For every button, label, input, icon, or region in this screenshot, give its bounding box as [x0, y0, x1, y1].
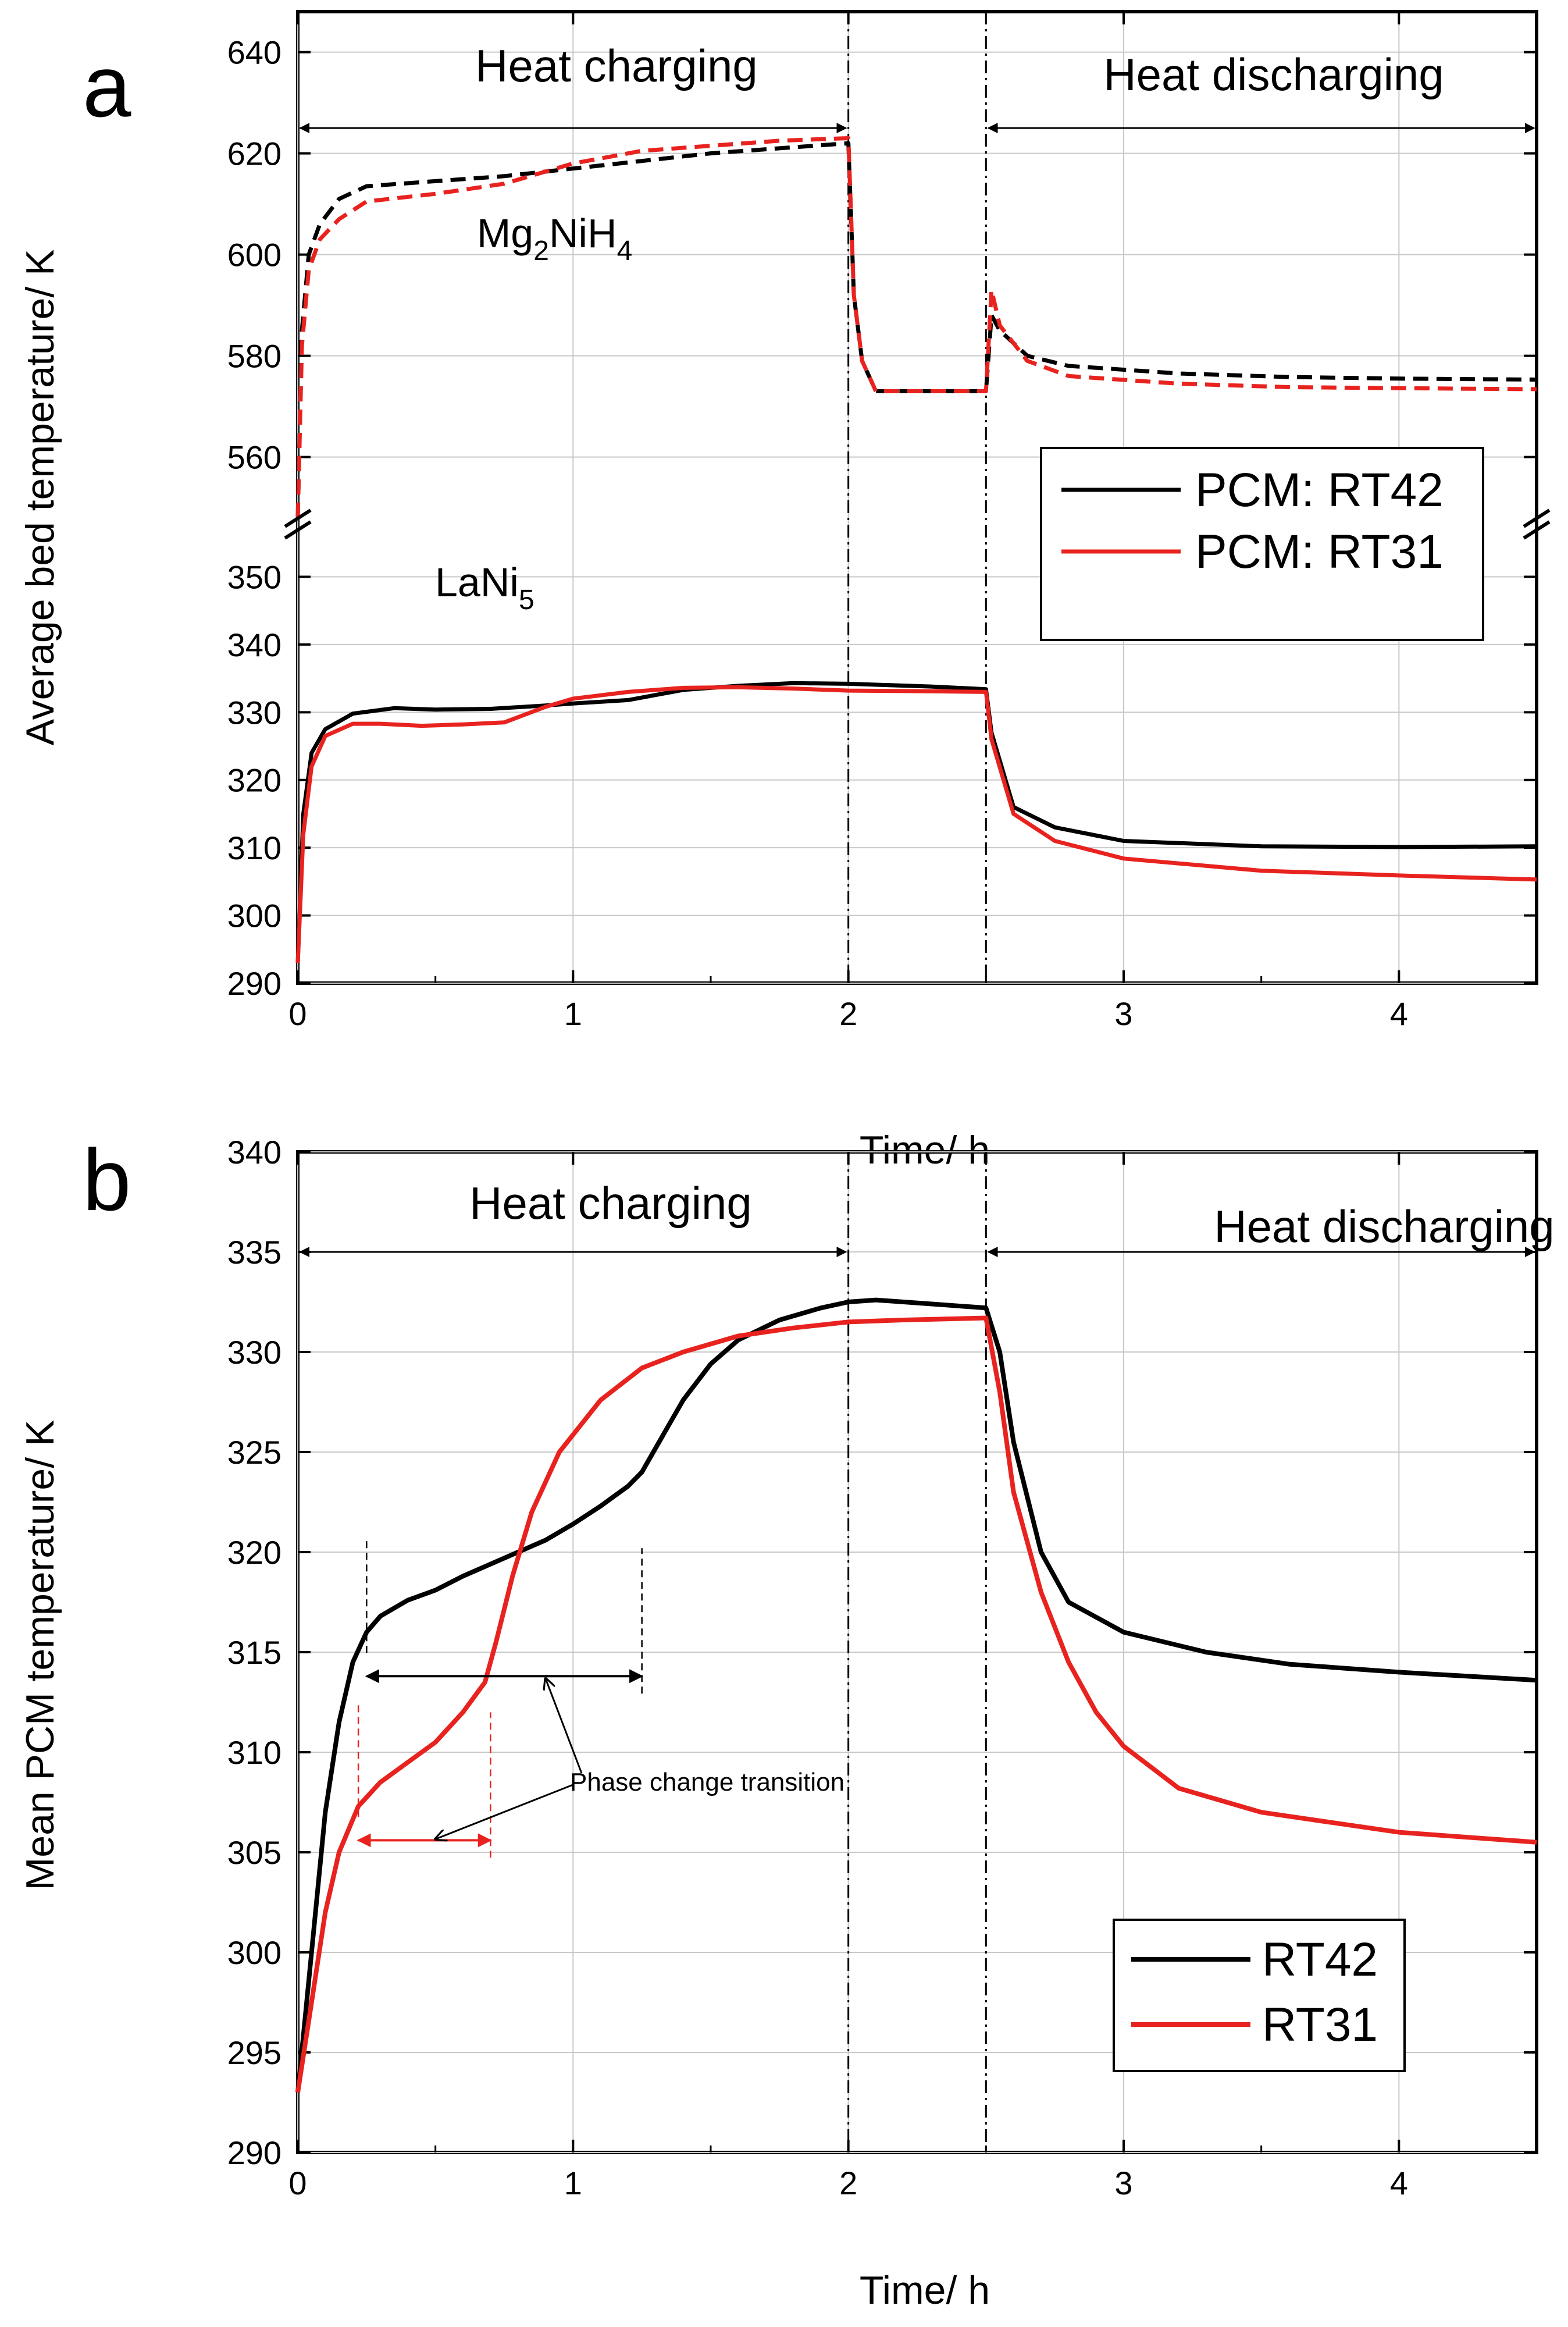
- panel-a: 560 580 600 620 640 290 300 310 320 330 340 350 0 1 2 3…: [18, 10, 1551, 1172]
- y-tick-label: 640: [227, 34, 281, 71]
- panel-b-series: [295, 1297, 1537, 2093]
- panel-b-y-axis-title: Mean PCM temperature/ K: [18, 1420, 62, 1891]
- legend-label-rt31-b: RT31: [1262, 1998, 1378, 2051]
- y-tick-label: 305: [227, 1834, 281, 1871]
- series-line-mg2nih4-rt42: [295, 141, 1537, 518]
- y-tick-label: 290: [227, 2134, 281, 2171]
- subscript-5: 5: [519, 585, 534, 615]
- y-tick-label: 330: [227, 1334, 281, 1371]
- panel-a-gridlines: [297, 12, 1537, 984]
- y-tick-label: 300: [227, 898, 281, 934]
- panel-a-legend: PCM: RT42 PCM: RT31: [1040, 447, 1484, 641]
- x-tick-label: 3: [1114, 995, 1132, 1032]
- y-tick-label: 320: [227, 762, 281, 799]
- panel-a-series: [295, 136, 1537, 963]
- x-tick-label: 4: [1390, 2165, 1408, 2201]
- x-tick-label: 0: [288, 2165, 307, 2201]
- y-tick-label: 340: [227, 627, 281, 663]
- panel-b-phase-label-discharging: Heat discharging: [1214, 1201, 1554, 1252]
- x-tick-label: 2: [839, 995, 857, 1032]
- axis-break-marks: [284, 508, 1551, 540]
- y-tick-label: 580: [227, 338, 281, 375]
- y-tick-label: 315: [227, 1634, 281, 1671]
- y-tick-label: 310: [227, 830, 281, 866]
- panel-a-phase-label-discharging: Heat discharging: [1103, 49, 1444, 100]
- legend-label-rt42-b: RT42: [1262, 1933, 1378, 1986]
- y-tick-label: 335: [227, 1234, 281, 1271]
- y-tick-label: 330: [227, 694, 281, 731]
- panel-a-letter: a: [83, 37, 131, 135]
- panel-a-phase-dividers: [847, 12, 987, 983]
- mg-part: Mg: [477, 211, 533, 256]
- series-line-rt42: [295, 1297, 1537, 2093]
- panel-a-legend-box: [1040, 447, 1484, 641]
- subscript-2: 2: [533, 236, 549, 266]
- y-tick-label: 325: [227, 1434, 281, 1471]
- y-tick-label: 320: [227, 1534, 281, 1571]
- legend-label-rt42: PCM: RT42: [1195, 464, 1444, 517]
- annotation-pointer-rt31: [436, 1784, 573, 1839]
- x-tick-label: 3: [1114, 2165, 1132, 2201]
- material-label-mg2nih4: Mg2NiH4: [477, 211, 632, 266]
- x-tick-label: 4: [1390, 995, 1408, 1032]
- panel-a-phase-label-charging: Heat charging: [475, 40, 758, 91]
- panel-b-legend-box: [1113, 1919, 1406, 2072]
- subscript-4: 4: [617, 236, 633, 266]
- lani-part: LaNi: [435, 560, 519, 605]
- x-tick-label: 0: [288, 995, 307, 1032]
- x-tick-label: 1: [564, 2165, 582, 2201]
- y-tick-label: 560: [227, 439, 281, 476]
- panel-b-legend: RT42 RT31: [1113, 1919, 1406, 2072]
- x-tick-label: 1: [564, 995, 582, 1032]
- panel-b-phase-label-charging: Heat charging: [469, 1177, 752, 1229]
- panel-a-y-axis-title: Average bed temperature/ K: [18, 249, 62, 745]
- nih-part: NiH: [549, 211, 617, 256]
- phase-change-annotation: Phase change transition: [570, 1768, 844, 1796]
- y-tick-label: 340: [227, 1134, 281, 1170]
- y-tick-label: 295: [227, 2034, 281, 2071]
- panel-b-letter: b: [83, 1131, 131, 1229]
- panel-b-x-axis-title: Time/ h: [860, 2268, 990, 2312]
- panel-b-phase-dividers: [847, 1152, 987, 2152]
- series-line-lani5-rt31: [295, 685, 1537, 963]
- annotation-pointer-rt42: [546, 1678, 583, 1774]
- series-line-mg2nih4-rt31: [295, 136, 1537, 518]
- series-line-rt31: [295, 1315, 1537, 2093]
- y-tick-label: 620: [227, 136, 281, 172]
- legend-label-rt31: PCM: RT31: [1195, 525, 1444, 578]
- y-tick-label: 310: [227, 1734, 281, 1771]
- y-tick-label: 290: [227, 965, 281, 1002]
- panel-b-axis-ticks: 290 295 300 305 310 315 320 325 330 335 340 0 1 2 3 4: [227, 1134, 1537, 2201]
- panel-b-transition-annotations: [357, 1536, 644, 1858]
- panel-b: 290 295 300 305 310 315 320 325 330 335 340 0 1 2 3 4 b…: [18, 1131, 1555, 2312]
- material-label-lani5: LaNi5: [435, 560, 534, 615]
- panel-a-axis-ticks: 560 580 600 620 640 290 300 310 320 330 340 350 0 1 2 3…: [227, 12, 1537, 1032]
- y-tick-label: 600: [227, 237, 281, 273]
- y-tick-label: 300: [227, 1934, 281, 1971]
- x-tick-label: 2: [839, 2165, 857, 2201]
- y-tick-label: 350: [227, 558, 281, 595]
